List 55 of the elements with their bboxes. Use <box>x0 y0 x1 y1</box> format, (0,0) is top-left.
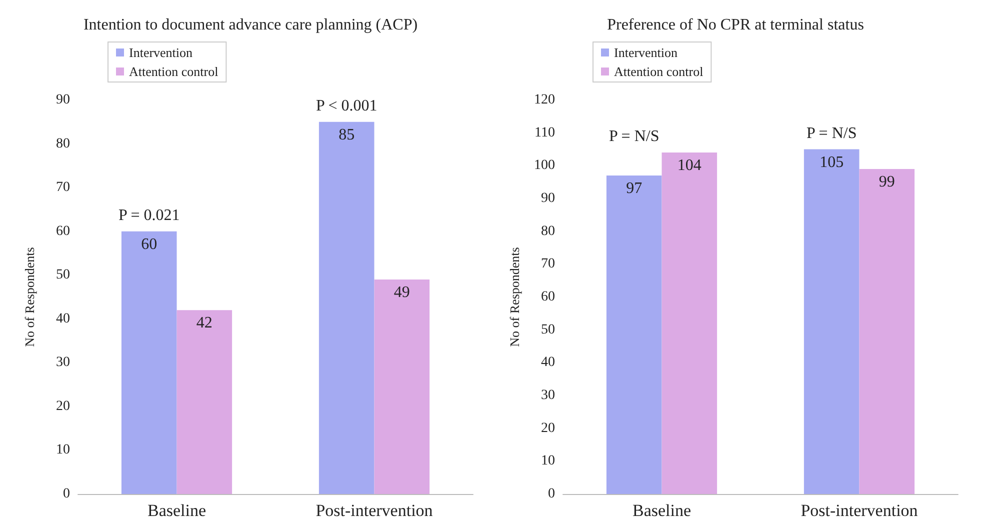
y-tick-label: 60 <box>541 290 555 304</box>
y-tick-label: 120 <box>534 92 555 108</box>
y-tick-label: 10 <box>541 454 555 469</box>
y-axis-title: No of Respondents <box>507 247 522 347</box>
bar <box>121 231 177 494</box>
x-tick-label: Baseline <box>632 501 692 520</box>
y-tick-label: 70 <box>541 256 555 272</box>
y-tick-label: 0 <box>63 486 70 502</box>
data-label: 105 <box>820 154 844 171</box>
annotation: P < 0.001 <box>316 97 378 114</box>
chart-title: Preference of No CPR at terminal status <box>607 16 864 34</box>
y-axis-title: No of Respondents <box>22 247 37 347</box>
y-tick-label: 90 <box>56 92 70 108</box>
bar <box>662 152 718 494</box>
bar <box>374 279 430 494</box>
y-tick-label: 80 <box>56 136 70 152</box>
x-tick-label: Post-intervention <box>800 501 918 520</box>
y-tick-label: 70 <box>56 180 70 196</box>
y-tick-label: 20 <box>56 398 70 414</box>
bar <box>176 310 232 494</box>
bar <box>804 149 860 494</box>
y-tick-label: 40 <box>56 311 70 326</box>
bar <box>318 122 374 494</box>
y-tick-label: 80 <box>541 224 555 239</box>
data-label: 60 <box>141 236 158 253</box>
y-tick-label: 110 <box>534 125 555 140</box>
y-tick-label: 60 <box>56 224 70 239</box>
y-tick-label: 30 <box>56 355 70 370</box>
y-tick-label: 90 <box>541 191 555 206</box>
annotation: P = N/S <box>806 124 857 142</box>
y-tick-label: 40 <box>541 355 555 370</box>
data-label: 104 <box>677 157 702 174</box>
y-tick-label: 0 <box>548 486 555 502</box>
y-tick-label: 50 <box>56 268 70 283</box>
annotation: P = N/S <box>608 128 660 146</box>
legend-label: Intervention <box>129 45 194 60</box>
bar <box>859 168 915 494</box>
bar <box>606 176 662 494</box>
legend-label: Intervention <box>614 45 678 60</box>
legend-label: Attention control <box>129 64 219 79</box>
x-tick-label: Post-intervention <box>316 501 434 520</box>
y-tick-label: 100 <box>534 158 555 174</box>
y-tick-label: 30 <box>541 388 555 403</box>
legend-label: Attention control <box>614 64 704 79</box>
data-label: 42 <box>196 314 212 332</box>
data-label: 85 <box>338 126 355 144</box>
y-tick-label: 10 <box>56 442 70 458</box>
y-tick-label: 20 <box>541 420 555 436</box>
annotation: P = 0.021 <box>118 206 180 224</box>
x-tick-label: Baseline <box>147 501 206 520</box>
data-label: 99 <box>878 173 895 190</box>
data-label: 97 <box>626 180 642 198</box>
data-label: 49 <box>394 284 410 301</box>
chart-title: Intention to document advance care planning (ACP) <box>83 16 418 34</box>
y-tick-label: 50 <box>541 322 555 338</box>
